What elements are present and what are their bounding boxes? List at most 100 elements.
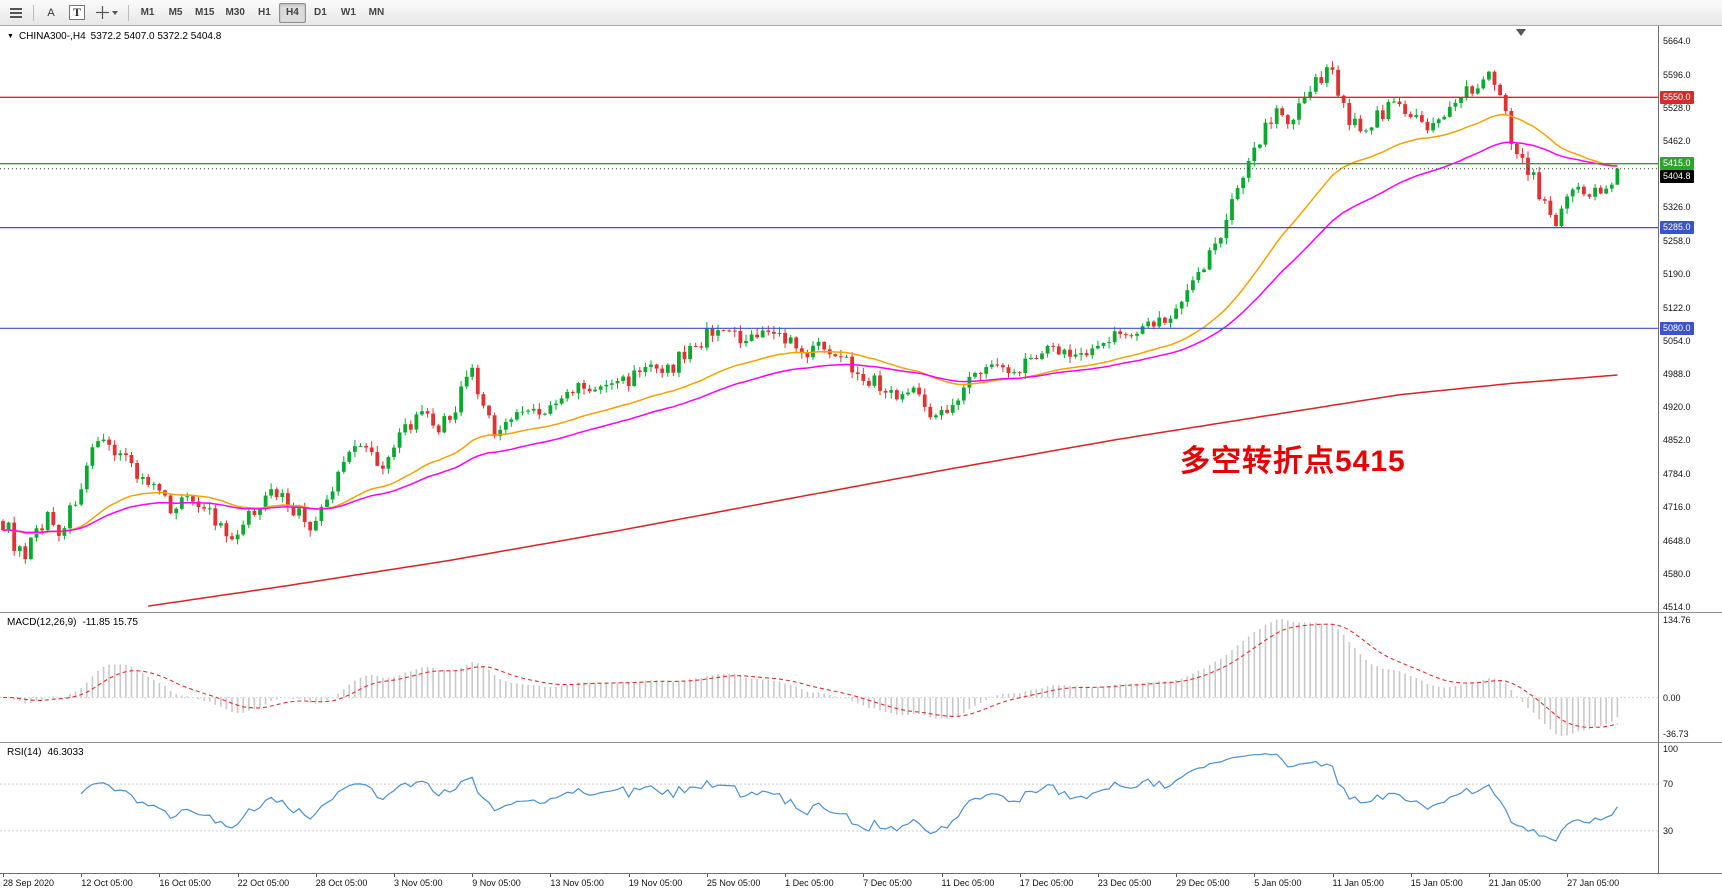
time-tick: [159, 874, 161, 877]
time-label: 5 Jan 05:00: [1254, 878, 1302, 888]
rsi-value: 46.3033: [47, 747, 84, 758]
time-label: 17 Dec 05:00: [1019, 878, 1074, 888]
time-axis[interactable]: 28 Sep 2020 12 Oct 05:00 16 Oct 05:00 22 Oc…: [0, 873, 1722, 892]
pane-separator[interactable]: [0, 612, 1722, 613]
macd-axis-label: 134.76: [1663, 615, 1691, 625]
price-level-label: 5550.0: [1660, 90, 1694, 104]
time-label: 3 Nov 05:00: [394, 878, 443, 888]
price-level-label: 5080.0: [1660, 321, 1694, 335]
price-chart[interactable]: [0, 26, 1658, 612]
timeframe-m30-button[interactable]: M30: [225, 7, 245, 18]
price-axis-label: 4648.0: [1663, 535, 1691, 546]
timeframe-w1-button[interactable]: W1: [340, 7, 356, 18]
symbol-title: CHINA300-,H4: [18, 31, 86, 42]
timeframe-m1-button[interactable]: M1: [140, 7, 155, 18]
time-label: 19 Nov 05:00: [628, 878, 683, 888]
price-axis-label: 4920.0: [1663, 402, 1691, 412]
time-tick: [785, 874, 787, 877]
time-tick: [1097, 874, 1099, 877]
macd-name: MACD(12,26,9): [7, 617, 77, 628]
price-axis-label: 5326.0: [1663, 202, 1691, 213]
time-tick: [237, 874, 239, 877]
time-tick: [472, 874, 474, 877]
time-tick: [1332, 874, 1334, 877]
toolbar-separator: [128, 4, 130, 21]
time-tick: [628, 874, 630, 877]
timeframe-d1-button[interactable]: D1: [314, 7, 327, 18]
time-tick: [706, 874, 708, 877]
price-axis-label: 5528.0: [1663, 103, 1691, 114]
time-label: 15 Jan 05:00: [1410, 878, 1463, 888]
time-label: 23 Dec 05:00: [1097, 878, 1152, 888]
price-level-label: 5404.8: [1660, 170, 1694, 184]
toolbar-separator: [33, 4, 34, 21]
timeframe-mn-button[interactable]: MN: [368, 7, 385, 18]
price-axis-label: 5190.0: [1663, 269, 1691, 280]
price-axis-label: 4784.0: [1663, 468, 1691, 479]
time-label: 27 Jan 05:00: [1567, 878, 1620, 888]
price-axis[interactable]: 5664.05596.05528.05462.05394.05326.05258…: [1659, 26, 1722, 612]
macd-indicator-pane[interactable]: [0, 613, 1658, 742]
time-tick: [1567, 874, 1569, 877]
timeframe-h4-button[interactable]: H4: [278, 2, 306, 23]
chart-list-icon: [10, 7, 22, 18]
crosshair-tool-button[interactable]: [91, 3, 123, 23]
macd-title: MACD(12,26,9) -11.85 15.75: [7, 617, 138, 628]
time-tick: [1176, 874, 1178, 877]
price-axis-label: 5122.0: [1663, 302, 1691, 313]
time-tick: [550, 874, 552, 877]
time-tick: [863, 874, 865, 877]
text-tool-icon: T: [69, 5, 86, 20]
rsi-indicator-pane[interactable]: [0, 743, 1658, 872]
text-tool-button[interactable]: T: [64, 3, 90, 23]
time-label: 1 Dec 05:00: [785, 878, 834, 888]
symbol-dropdown-icon[interactable]: ▼: [7, 33, 14, 40]
time-label: 21 Jan 05:00: [1488, 878, 1541, 888]
price-axis-label: 4514.0: [1663, 601, 1691, 612]
arrow-tool-button[interactable]: A: [39, 3, 63, 23]
macd-axis[interactable]: 134.76 0.00 -36.73: [1659, 613, 1722, 742]
macd-axis-label: -36.73: [1663, 729, 1689, 739]
time-tick: [1019, 874, 1021, 877]
chevron-down-icon: [112, 10, 119, 15]
rsi-axis[interactable]: 100 70 30: [1659, 743, 1722, 872]
pane-separator[interactable]: [0, 742, 1722, 743]
timeframe-h1-button[interactable]: H1: [258, 7, 271, 18]
price-axis-label: 5462.0: [1663, 135, 1691, 146]
time-tick: [1254, 874, 1256, 877]
symbol-title-bar[interactable]: ▼ CHINA300-,H4 5372.2 5407.0 5372.2 5404…: [7, 31, 221, 42]
price-level-label: 5285.0: [1660, 221, 1694, 235]
arrow-tool-label: A: [47, 6, 55, 19]
price-axis-label: 4716.0: [1663, 502, 1691, 513]
time-tick: [941, 874, 943, 877]
price-axis-label: 4852.0: [1663, 435, 1691, 446]
time-label: 9 Nov 05:00: [472, 878, 521, 888]
timeframe-m5-button[interactable]: M5: [168, 7, 183, 18]
time-label: 16 Oct 05:00: [159, 878, 211, 888]
timeframe-m15-button[interactable]: M15: [195, 7, 215, 18]
time-tick: [81, 874, 83, 877]
price-axis-label: 5596.0: [1663, 69, 1691, 80]
time-label: 28 Oct 05:00: [315, 878, 368, 888]
time-label: 25 Nov 05:00: [706, 878, 761, 888]
price-axis-label: 5664.0: [1663, 36, 1691, 47]
price-axis-label: 5258.0: [1663, 235, 1691, 246]
time-label: 29 Dec 05:00: [1176, 878, 1230, 888]
macd-values: -11.85 15.75: [82, 617, 138, 628]
price-level-label: 5415.0: [1660, 157, 1694, 171]
time-tick: [1410, 874, 1412, 877]
time-label: 7 Dec 05:00: [863, 878, 912, 888]
chart-list-button[interactable]: [4, 3, 28, 23]
time-label: 11 Dec 05:00: [941, 878, 995, 888]
rsi-axis-label: 100: [1663, 744, 1679, 754]
ohlc-values: 5372.2 5407.0 5372.2 5404.8: [90, 31, 222, 42]
price-axis-label: 4988.0: [1663, 368, 1691, 379]
price-axis-label: 4580.0: [1663, 569, 1691, 580]
time-tick: [1488, 874, 1490, 877]
time-label: 28 Sep 2020: [3, 878, 55, 888]
time-label: 11 Jan 05:00: [1332, 878, 1384, 888]
price-axis-border: [1658, 26, 1659, 873]
crosshair-icon: [96, 6, 110, 19]
time-label: 12 Oct 05:00: [81, 878, 133, 888]
chart-shift-marker[interactable]: [1516, 29, 1526, 36]
